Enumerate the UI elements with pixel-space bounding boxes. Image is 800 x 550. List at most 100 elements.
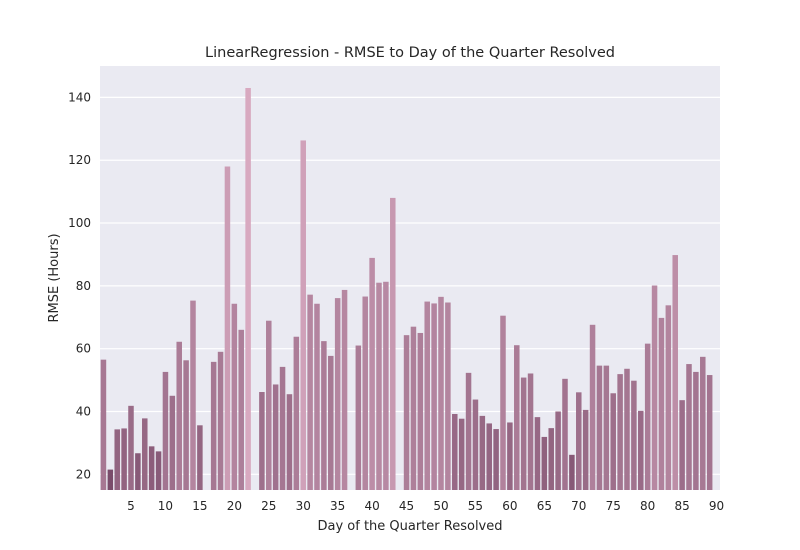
x-tick-label: 40: [364, 499, 379, 513]
bar-day-38: [355, 345, 362, 490]
x-tick-label: 65: [537, 499, 552, 513]
bar-day-68: [562, 378, 568, 490]
bar-day-54: [465, 372, 472, 490]
bar-day-49: [431, 303, 437, 490]
bar-day-84: [672, 255, 678, 490]
bar-day-71: [582, 409, 589, 490]
bar-day-50: [438, 296, 444, 490]
bar-day-11: [169, 395, 176, 490]
bar-day-3: [114, 429, 120, 490]
bar-day-2: [107, 469, 114, 490]
bar-day-51: [445, 302, 451, 490]
bar-day-67: [555, 411, 561, 490]
bar-day-65: [541, 436, 548, 490]
x-tick-label: 10: [158, 499, 173, 513]
y-tick-label: 140: [68, 90, 91, 104]
bar-day-4: [121, 428, 127, 490]
x-tick-label: 45: [399, 499, 414, 513]
bar-day-79: [638, 410, 644, 490]
bar-day-26: [272, 384, 279, 490]
bar-day-56: [479, 415, 486, 490]
bar-day-27: [279, 366, 286, 490]
bar-day-19: [224, 166, 231, 490]
bar-day-87: [693, 371, 699, 490]
bar-day-46: [410, 326, 417, 490]
plot-background: [100, 66, 720, 490]
x-tick-labels: 5 10 15 20 25 30 35 40 45 50 55 60 65 70 75 80 85 90: [127, 499, 724, 513]
bar-day-45: [403, 335, 410, 490]
x-tick-label: 25: [261, 499, 276, 513]
bar-day-6: [135, 453, 141, 490]
x-tick-label: 60: [502, 499, 517, 513]
bar-day-35: [334, 298, 341, 490]
bar-day-7: [142, 418, 148, 490]
bar-day-13: [183, 360, 189, 490]
x-tick-label: 35: [330, 499, 345, 513]
bar-day-58: [493, 429, 499, 490]
x-tick-label: 75: [606, 499, 621, 513]
bar-day-61: [514, 345, 520, 490]
bar-day-86: [686, 364, 692, 490]
bar-day-21: [238, 329, 244, 490]
bar-day-70: [576, 392, 582, 490]
bar-day-31: [307, 294, 313, 490]
bar-day-78: [631, 380, 637, 490]
bar-day-69: [569, 454, 575, 490]
bar-day-17: [210, 361, 217, 490]
bar-day-32: [314, 303, 320, 490]
bar-day-1: [100, 359, 107, 490]
bar-day-59: [500, 315, 506, 490]
y-tick-label: 120: [68, 153, 91, 167]
bar-day-66: [548, 428, 554, 490]
bar-day-80: [644, 343, 651, 490]
bar-day-34: [328, 355, 334, 490]
bars: [100, 87, 713, 491]
bar-day-60: [507, 422, 513, 490]
x-tick-label: 20: [227, 499, 242, 513]
bar-day-88: [700, 356, 706, 490]
bar-day-30: [300, 140, 306, 490]
x-tick-label: 55: [468, 499, 483, 513]
gridlines: [100, 96, 720, 475]
chart-title: LinearRegression - RMSE to Day of the Qu…: [205, 45, 615, 61]
bar-day-76: [617, 374, 623, 490]
y-tick-label: 20: [76, 467, 91, 481]
bar-day-72: [589, 324, 596, 490]
bar-day-42: [383, 281, 389, 490]
bar-day-22: [245, 87, 251, 491]
x-tick-label: 5: [127, 499, 135, 513]
x-tick-label: 15: [192, 499, 207, 513]
bar-day-10: [162, 371, 169, 490]
bar-day-89: [706, 375, 713, 490]
bar-day-77: [624, 368, 630, 490]
bar-day-74: [603, 365, 610, 490]
x-axis-label: Day of the Quarter Resolved: [317, 519, 502, 534]
bar-day-33: [321, 341, 327, 490]
bar-day-83: [665, 305, 672, 490]
bar-day-43: [390, 197, 396, 490]
bar-day-25: [266, 320, 272, 490]
bar-day-12: [176, 341, 182, 490]
bar-day-53: [458, 418, 465, 490]
bar-day-24: [259, 392, 265, 490]
y-tick-label: 60: [76, 342, 91, 356]
bar-day-40: [369, 257, 375, 490]
x-tick-label: 50: [433, 499, 448, 513]
bar-day-5: [128, 405, 134, 490]
bar-day-47: [417, 332, 424, 490]
y-axis-label: RMSE (Hours): [47, 233, 62, 322]
bar-day-82: [658, 317, 665, 490]
x-tick-label: 85: [674, 499, 689, 513]
bar-day-41: [376, 282, 382, 490]
bar-day-75: [610, 393, 616, 490]
bar-day-85: [679, 400, 685, 490]
bar-day-15: [197, 425, 203, 490]
bar-day-18: [217, 351, 224, 490]
bar-day-63: [527, 373, 534, 490]
bar-day-57: [486, 423, 492, 490]
bar-day-28: [286, 394, 293, 490]
bar-day-20: [231, 303, 238, 490]
bar-day-62: [520, 377, 527, 490]
x-tick-label: 70: [571, 499, 586, 513]
bar-day-55: [472, 399, 479, 490]
